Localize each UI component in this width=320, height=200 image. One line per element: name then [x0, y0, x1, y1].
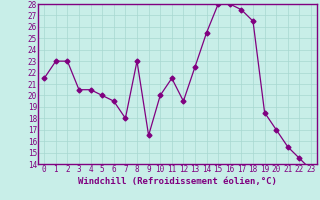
X-axis label: Windchill (Refroidissement éolien,°C): Windchill (Refroidissement éolien,°C) — [78, 177, 277, 186]
